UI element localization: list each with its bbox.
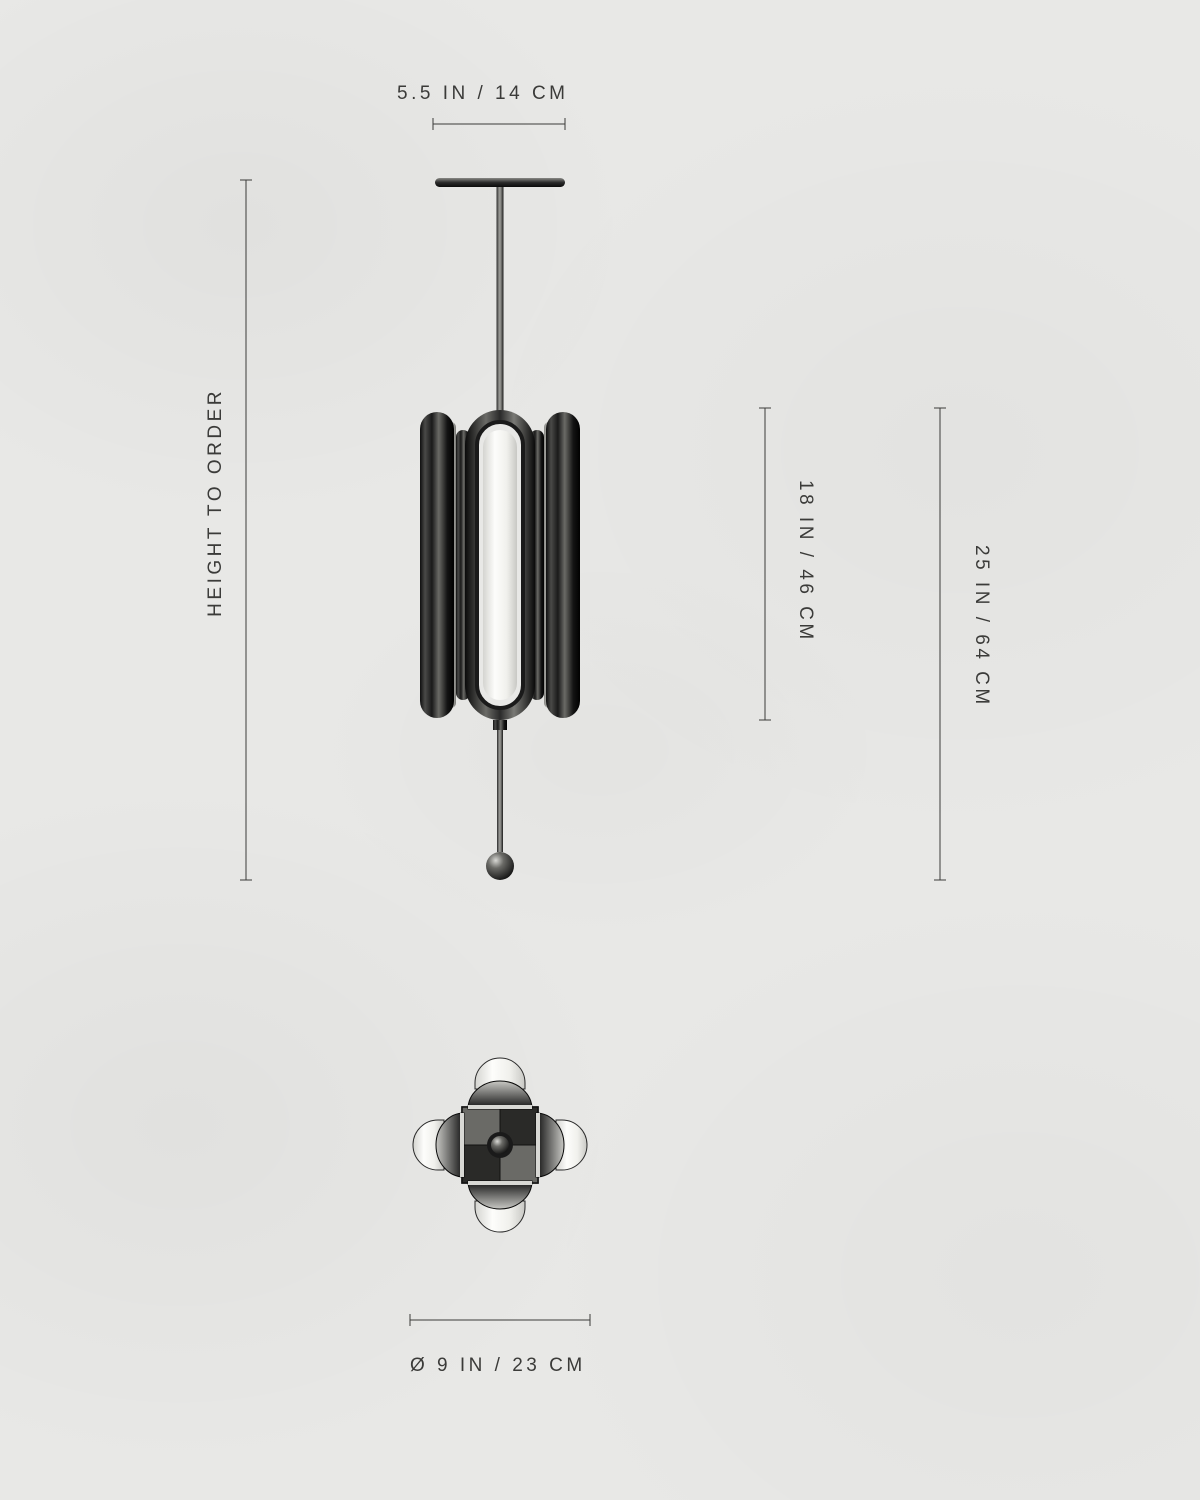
diagram-canvas xyxy=(0,0,1200,1500)
pendant-plan-view xyxy=(413,1058,587,1232)
dimension-lines xyxy=(240,118,946,1326)
pendant-side-view xyxy=(420,178,580,880)
